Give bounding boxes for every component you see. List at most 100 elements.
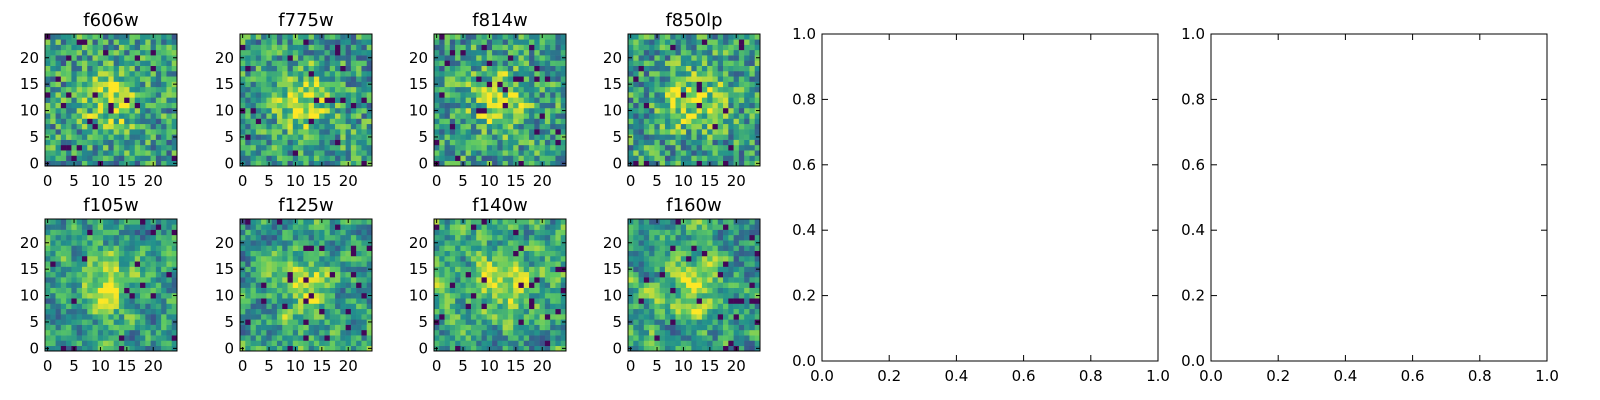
heatmap-cell [670,139,676,146]
heatmap-cell [103,240,109,246]
heatmap-cell [166,245,173,251]
heatmap-cell [124,261,130,267]
heatmap-cell [287,160,294,167]
heatmap-cell [166,335,173,341]
heatmap-cell [66,134,72,140]
heatmap-cell [255,240,262,246]
heatmap-cell [324,345,331,352]
heatmap-cell [108,134,114,140]
heatmap-cell [145,271,151,278]
heatmap-cell [497,314,503,320]
heatmap-cell [638,44,645,51]
heatmap-cell [66,102,72,109]
heatmap-cell [518,224,525,230]
heatmap-cell [145,86,151,93]
heatmap-cell [71,86,77,93]
heatmap-cell [113,271,120,278]
heatmap-cell [292,102,299,109]
heatmap-cell [276,266,283,273]
heatmap-cell [282,97,288,103]
heatmap-cell [550,86,556,93]
heatmap-cell [670,155,676,162]
heatmap-cell [303,282,309,288]
heatmap-cell [76,92,83,98]
heatmap-cell [356,49,362,56]
heatmap-cell [92,49,99,56]
heatmap-cell [460,261,466,267]
heatmap-cell [55,219,62,225]
heatmap-cell [476,123,482,130]
heatmap-cell [670,134,676,140]
heatmap-cell [124,287,130,294]
heatmap-cell [329,266,336,273]
heatmap-cell [245,324,251,331]
heatmap-cell [659,118,666,125]
heatmap-cell [696,319,703,325]
heatmap-cell [292,234,299,241]
heatmap-cell [518,308,525,315]
heatmap-cell [150,49,157,56]
heatmap-cell [686,329,692,336]
heatmap-cell [460,55,466,61]
heatmap-cell [434,261,440,267]
heatmap-cell [486,308,493,315]
heatmap-cell [76,224,83,230]
heatmap-cell [292,134,299,140]
heatmap-cell [513,324,519,331]
heatmap-cell [628,92,634,98]
heatmap-cell [92,282,99,288]
heatmap-cell [261,298,267,304]
heatmap-cell [92,240,99,246]
heatmap-cell [434,86,440,93]
heatmap-cell [108,139,114,146]
heatmap-cell [723,134,729,140]
heatmap-cell [55,102,62,109]
heatmap-cell [324,134,331,140]
heatmap-cell [539,271,546,278]
heatmap-cell [455,34,461,40]
heatmap-cell [523,345,530,352]
heatmap-cell [502,49,509,56]
heatmap-cell [55,229,62,236]
heatmap-cell [439,234,445,241]
heatmap-cell [696,287,703,294]
heatmap-cell [649,277,655,283]
heatmap-cell [513,129,519,135]
heatmap-cell [55,287,62,294]
heatmap-cell [55,144,62,151]
heatmap-cell [287,76,294,82]
heatmap-cell [124,139,130,146]
heatmap-cell [261,70,267,77]
heatmap-cell [628,65,634,72]
heatmap-cell [134,219,141,225]
heatmap-cell [124,107,130,114]
heatmap-cell [633,34,639,40]
heatmap-cell [292,150,299,156]
heatmap-cell [255,107,262,114]
heatmap-cell [481,70,488,77]
heatmap-cell [744,308,750,315]
heatmap-cell [266,303,272,310]
heatmap-cell [261,150,267,156]
heatmap-cell [754,65,761,72]
heatmap-cell [481,282,488,288]
heatmap-cell [340,271,346,278]
heatmap-cell [250,319,257,325]
heatmap-cell [87,266,93,273]
heatmap-cell [550,335,556,341]
heatmap-cell [118,287,125,294]
heatmap-cell [728,324,734,331]
heatmap-cell [502,245,509,251]
heatmap-cell [287,261,294,267]
heatmap-cell [686,160,692,167]
heatmap-cell [145,234,151,241]
heatmap-cell [455,224,461,230]
heatmap-cell [518,298,525,304]
heatmap-cell [733,277,740,283]
heatmap-cell [140,97,146,103]
heatmap-cell [460,150,466,156]
heatmap-cell [45,49,51,56]
heatmap-cell [324,255,331,262]
heatmap-cell [628,282,634,288]
heatmap-cell [250,287,257,294]
